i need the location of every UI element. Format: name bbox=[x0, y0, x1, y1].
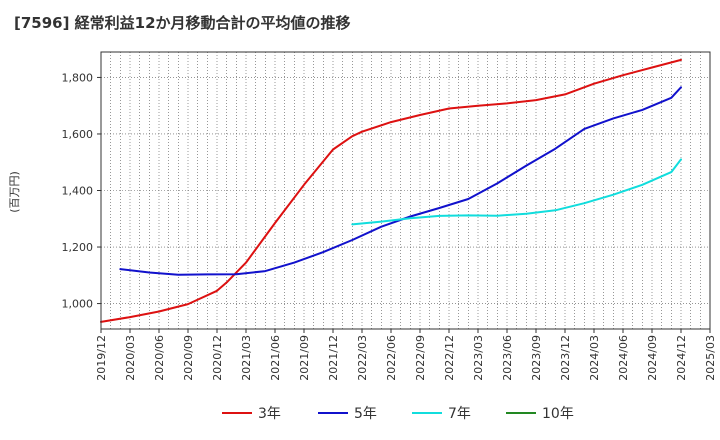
x-tick-label: 2023/12 bbox=[559, 335, 572, 381]
x-tick-label: 2021/12 bbox=[327, 335, 340, 381]
legend-label: 5年 bbox=[354, 406, 377, 422]
grid bbox=[101, 52, 710, 329]
x-tick-label: 2024/12 bbox=[675, 335, 688, 381]
x-tick-label: 2024/06 bbox=[617, 335, 630, 381]
legend-label: 10年 bbox=[542, 406, 574, 422]
y-tick-label: 1,600 bbox=[62, 128, 94, 141]
y-axis: 1,000 1,200 1,400 1,600 1,800 bbox=[62, 71, 101, 311]
x-tick-label: 2021/09 bbox=[298, 335, 311, 381]
x-tick-label: 2020/12 bbox=[211, 335, 224, 381]
chart-title: [7596] 経常利益12か月移動合計の平均値の推移 bbox=[14, 14, 351, 32]
x-tick-label: 2023/06 bbox=[501, 335, 514, 381]
x-tick-label: 2024/09 bbox=[646, 335, 659, 381]
legend: 3年 5年 7年 10年 bbox=[222, 406, 574, 422]
x-axis: 2019/12 2020/03 2020/06 2020/09 2020/12 2021/… bbox=[95, 329, 717, 381]
x-tick-label: 2022/03 bbox=[356, 335, 369, 381]
plot-area bbox=[101, 52, 710, 329]
series-line-3年 bbox=[100, 58, 682, 323]
y-axis-label: (百万円) bbox=[8, 171, 21, 213]
y-tick-label: 1,800 bbox=[62, 71, 94, 84]
x-tick-label: 2023/09 bbox=[530, 335, 543, 381]
y-tick-label: 1,000 bbox=[62, 298, 94, 311]
x-tick-label: 2022/09 bbox=[414, 335, 427, 381]
x-tick-label: 2020/09 bbox=[182, 335, 195, 381]
x-tick-label: 2020/06 bbox=[153, 335, 166, 381]
x-tick-label: 2022/06 bbox=[385, 335, 398, 381]
x-tick-label: 2025/03 bbox=[704, 335, 717, 381]
legend-label: 3年 bbox=[258, 406, 281, 422]
series-line-5年 bbox=[119, 86, 682, 276]
legend-label: 7年 bbox=[448, 406, 471, 422]
series-layer bbox=[100, 58, 682, 323]
series-line-7年 bbox=[351, 158, 682, 226]
x-tick-label: 2022/12 bbox=[443, 335, 456, 381]
x-tick-label: 2021/06 bbox=[269, 335, 282, 381]
x-tick-label: 2019/12 bbox=[95, 335, 108, 381]
x-tick-label: 2023/03 bbox=[472, 335, 485, 381]
y-tick-label: 1,200 bbox=[62, 241, 94, 254]
x-tick-label: 2020/03 bbox=[124, 335, 137, 381]
x-tick-label: 2024/03 bbox=[588, 335, 601, 381]
x-tick-label: 2021/03 bbox=[240, 335, 253, 381]
y-tick-label: 1,400 bbox=[62, 185, 94, 198]
